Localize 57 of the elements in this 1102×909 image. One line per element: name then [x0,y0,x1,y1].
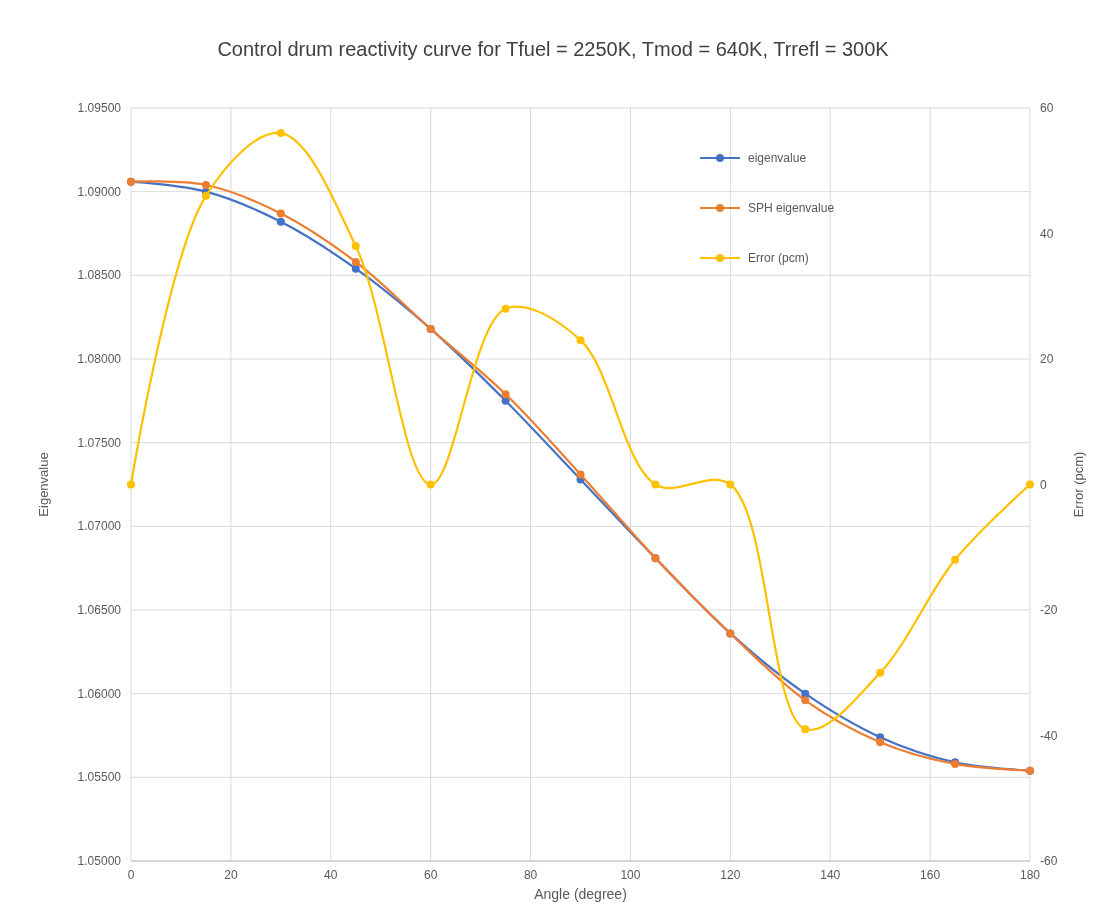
point [426,480,435,489]
legend-label: Error (pcm) [748,251,809,265]
point [726,480,735,489]
x-tick-label: 20 [224,868,238,882]
x-tick-label: 160 [920,868,941,882]
x-tick-label: 120 [720,868,741,882]
x-tick-label: 140 [820,868,841,882]
x-tick-label: 180 [1019,868,1041,882]
point [501,390,510,399]
point [876,668,885,677]
point [576,470,585,479]
point [951,555,960,564]
point [501,304,510,313]
point [201,180,210,189]
y2-tick-label: 20 [1040,352,1054,366]
x-tick-label: 40 [324,868,338,882]
point [276,129,285,138]
y-tick-label: 1.06500 [77,603,122,617]
point [801,725,810,734]
point [1026,480,1034,489]
legend-label: SPH eigenvalue [748,201,835,215]
y-tick-label: 1.05500 [77,770,122,785]
point [351,264,360,273]
y-tick-label: 1.06000 [77,686,122,701]
point [876,738,885,747]
x-tick-label: 0 [127,868,135,882]
y2-tick-label: -40 [1040,728,1058,743]
y2-tick-label: -60 [1040,854,1058,868]
x-tick-label: 100 [620,868,641,882]
point [801,696,810,705]
y-axis-title: Eigenvalue [36,452,51,517]
x-tick-label: 60 [423,868,438,882]
point [351,242,360,251]
point [651,480,660,489]
x-axis-title: Angle (degree) [534,886,627,902]
point [276,209,285,218]
y-tick-label: 1.07000 [77,519,122,534]
y-tick-label: 1.05000 [77,854,122,868]
y2-tick-label: 0 [1040,477,1047,492]
point [576,336,585,345]
y2-tick-label: 40 [1040,226,1054,241]
y-tick-label: 1.07500 [77,435,122,450]
point [351,257,360,266]
chart-title: Control drum reactivity curve for Tfuel = 2250K, Tmod = 640K, Trrefl = 300K [217,38,890,60]
y2-tick-label: 60 [1040,101,1054,115]
y2-tick-label: -20 [1040,603,1058,617]
point [127,480,135,489]
y-tick-label: 1.09500 [77,101,122,115]
legend-label: eigenvalue [748,151,807,165]
y2-axis-title: Error (pcm) [1071,451,1086,518]
y-tick-label: 1.08000 [77,352,122,366]
y-tick-label: 1.08500 [77,268,122,283]
x-tick-label: 80 [523,868,538,882]
y-tick-label: 1.09000 [77,184,122,199]
point [276,217,285,226]
point [501,396,510,405]
point [201,191,210,200]
